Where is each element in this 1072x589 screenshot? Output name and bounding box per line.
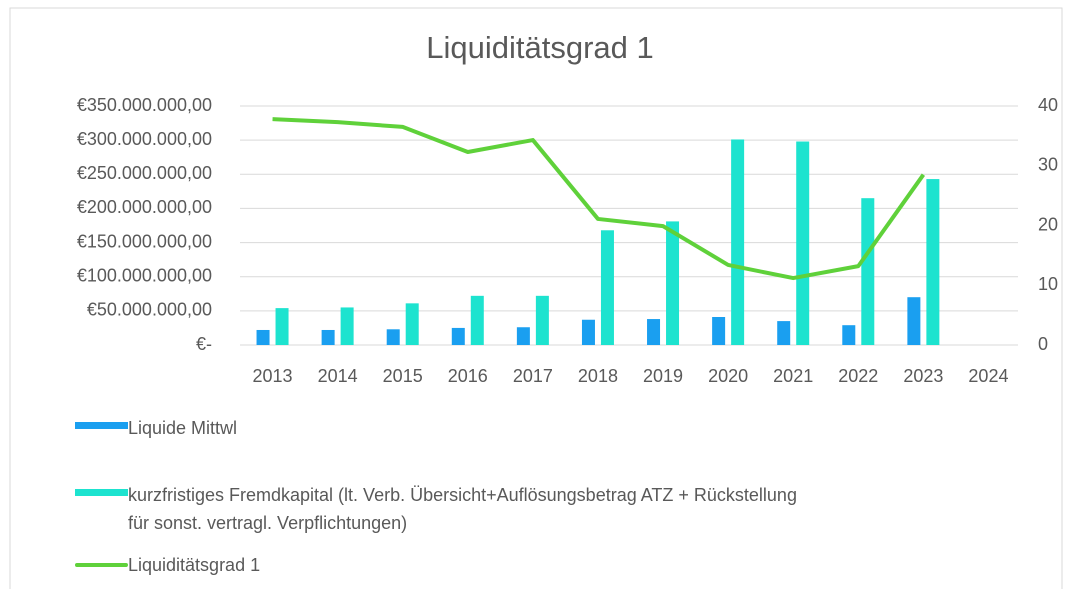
y2-tick-label: 20 (1038, 214, 1058, 234)
bar (777, 321, 791, 345)
y-tick-label: €50.000.000,00 (87, 300, 212, 320)
bar (340, 307, 354, 345)
x-tick-label: 2022 (838, 366, 878, 386)
x-tick-label: 2020 (708, 366, 748, 386)
y-tick-label: €- (196, 334, 212, 354)
legend-label: Liquide Mittwl (128, 418, 238, 438)
legend-item: Liquiditätsgrad 1 (75, 551, 818, 579)
y-tick-label: €100.000.000,00 (77, 265, 212, 285)
legend-swatch (75, 422, 128, 429)
chart-title: Liquiditätsgrad 1 (426, 30, 654, 65)
legend-swatch (75, 563, 128, 567)
bar (321, 329, 335, 345)
x-tick-label: 2024 (968, 366, 1008, 386)
chart-frame (9, 7, 1063, 589)
bar (405, 303, 419, 345)
x-tick-label: 2023 (903, 366, 943, 386)
bar (600, 230, 614, 345)
y2-tick-label: 0 (1038, 334, 1048, 354)
bar (581, 319, 595, 345)
x-tick-label: 2018 (578, 366, 618, 386)
bar (731, 139, 745, 345)
y-tick-label: €250.000.000,00 (77, 163, 212, 183)
y-tick-label: €200.000.000,00 (77, 197, 212, 217)
bar (926, 179, 940, 345)
bar (907, 297, 921, 345)
y-tick-label: €150.000.000,00 (77, 231, 212, 251)
x-tick-label: 2013 (253, 366, 293, 386)
x-tick-label: 2017 (513, 366, 553, 386)
bar (451, 327, 465, 345)
y-tick-label: €300.000.000,00 (77, 129, 212, 149)
y2-tick-label: 10 (1038, 274, 1058, 294)
y2-tick-label: 30 (1038, 155, 1058, 175)
bar (666, 221, 680, 345)
bar (386, 329, 400, 345)
legend-item: Liquide Mittwl (75, 414, 818, 442)
y-tick-label: €350.000.000,00 (77, 95, 212, 115)
legend-item: kurzfristiges Fremdkapital (lt. Verb. Üb… (75, 481, 818, 537)
bar (516, 327, 530, 345)
bar (712, 317, 726, 345)
legend-swatch (75, 489, 128, 496)
x-tick-label: 2019 (643, 366, 683, 386)
x-tick-label: 2021 (773, 366, 813, 386)
bar (796, 141, 810, 345)
x-tick-label: 2015 (383, 366, 423, 386)
bar (861, 198, 875, 345)
x-tick-label: 2014 (318, 366, 358, 386)
bar (842, 325, 856, 345)
legend-label: Liquiditätsgrad 1 (128, 555, 261, 575)
bar (470, 295, 484, 345)
y2-tick-label: 40 (1038, 95, 1058, 115)
bar (535, 295, 549, 345)
legend-label: kurzfristiges Fremdkapital (lt. Verb. Üb… (128, 485, 797, 533)
line (272, 117, 926, 281)
bar (256, 329, 270, 345)
x-tick-label: 2016 (448, 366, 488, 386)
bar (647, 319, 661, 345)
bar (275, 308, 289, 345)
